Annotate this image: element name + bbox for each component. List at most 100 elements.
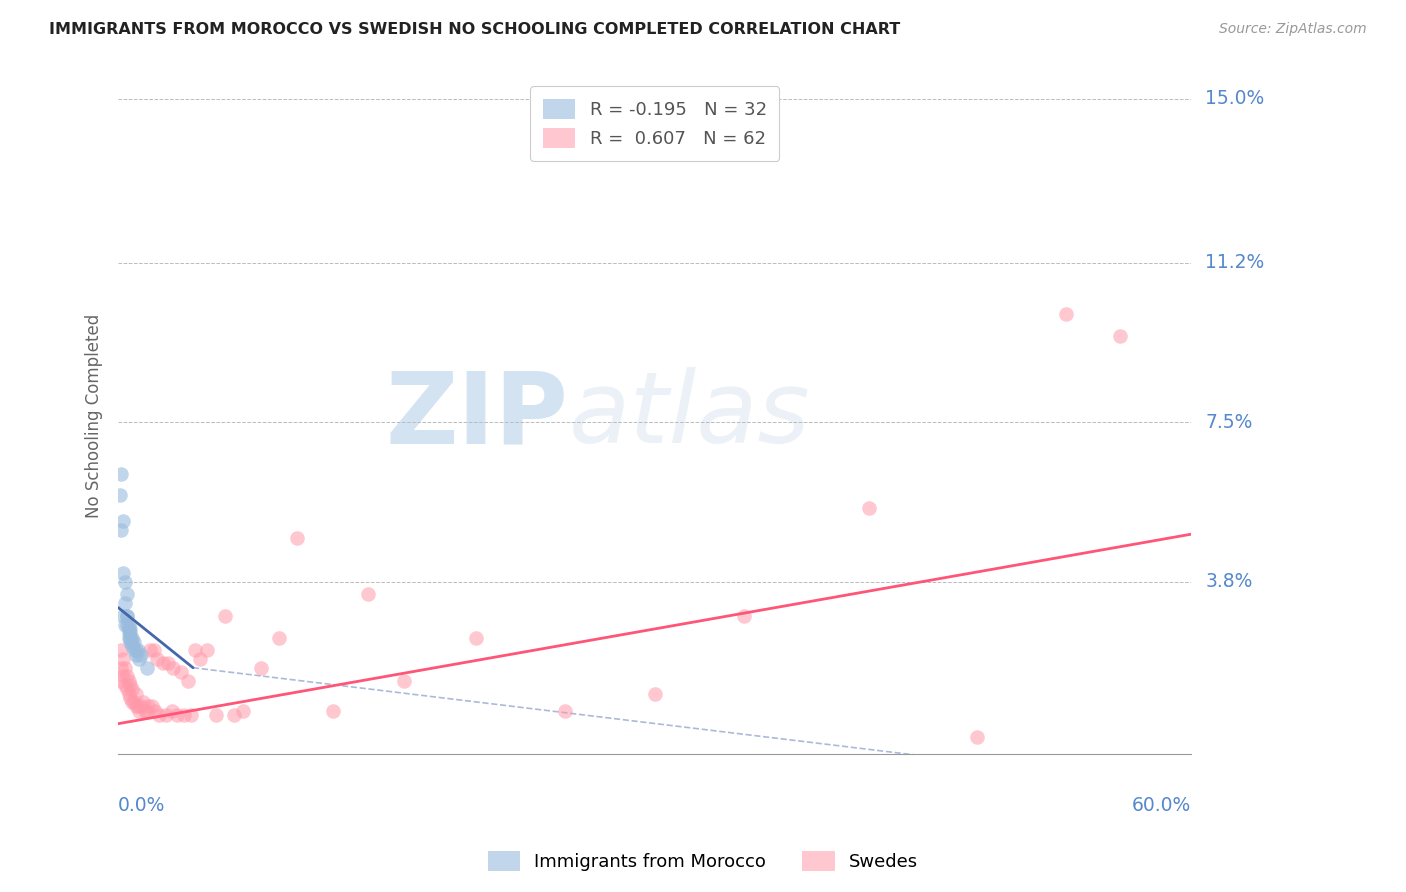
- Point: [120, 631, 142, 645]
- Point: [464, 631, 486, 645]
- Point: [112, 669, 135, 683]
- Point: [120, 678, 142, 692]
- Point: [160, 704, 183, 718]
- Point: [117, 673, 139, 688]
- Point: [112, 514, 135, 528]
- Point: [169, 665, 191, 679]
- Point: [134, 704, 156, 718]
- Point: [122, 635, 145, 649]
- Point: [120, 635, 142, 649]
- Point: [110, 523, 132, 537]
- Point: [156, 657, 179, 671]
- Point: [1108, 329, 1130, 343]
- Point: [117, 687, 139, 701]
- Text: ZIP: ZIP: [385, 368, 569, 464]
- Point: [122, 643, 145, 657]
- Point: [966, 730, 988, 744]
- Point: [554, 704, 576, 718]
- Text: 11.2%: 11.2%: [1205, 253, 1264, 272]
- Point: [135, 661, 157, 675]
- Point: [108, 488, 131, 502]
- Point: [180, 708, 202, 723]
- Point: [110, 467, 132, 481]
- Point: [120, 622, 142, 636]
- Point: [121, 682, 143, 697]
- Point: [195, 643, 218, 657]
- Point: [115, 587, 138, 601]
- Point: [125, 687, 148, 701]
- Point: [114, 661, 136, 675]
- Point: [129, 648, 152, 662]
- Point: [162, 661, 184, 675]
- Point: [115, 682, 138, 697]
- Point: [205, 708, 228, 723]
- Point: [142, 643, 165, 657]
- Point: [121, 631, 143, 645]
- Point: [250, 661, 273, 675]
- Point: [114, 617, 136, 632]
- Point: [644, 687, 666, 701]
- Point: [224, 708, 246, 723]
- Point: [1054, 307, 1077, 321]
- Text: IMMIGRANTS FROM MOROCCO VS SWEDISH NO SCHOOLING COMPLETED CORRELATION CHART: IMMIGRANTS FROM MOROCCO VS SWEDISH NO SC…: [49, 22, 900, 37]
- Text: Source: ZipAtlas.com: Source: ZipAtlas.com: [1219, 22, 1367, 37]
- Point: [214, 609, 236, 624]
- Point: [155, 708, 177, 723]
- Point: [267, 631, 290, 645]
- Point: [114, 596, 136, 610]
- Point: [117, 626, 139, 640]
- Point: [166, 708, 188, 723]
- Point: [110, 643, 132, 657]
- Point: [392, 673, 415, 688]
- Point: [148, 708, 170, 723]
- Point: [188, 652, 211, 666]
- Point: [115, 609, 138, 624]
- Y-axis label: No Schooling Completed: No Schooling Completed: [86, 314, 103, 517]
- Point: [112, 609, 135, 624]
- Legend: Immigrants from Morocco, Swedes: Immigrants from Morocco, Swedes: [481, 844, 925, 879]
- Text: 60.0%: 60.0%: [1132, 796, 1191, 814]
- Point: [146, 652, 169, 666]
- Point: [322, 704, 344, 718]
- Point: [112, 652, 135, 666]
- Text: 15.0%: 15.0%: [1205, 89, 1264, 109]
- Point: [141, 699, 163, 714]
- Point: [120, 690, 142, 705]
- Point: [858, 501, 880, 516]
- Point: [129, 699, 152, 714]
- Point: [122, 695, 145, 709]
- Text: 0.0%: 0.0%: [118, 796, 166, 814]
- Point: [115, 609, 138, 624]
- Point: [121, 695, 143, 709]
- Point: [128, 704, 150, 718]
- Point: [135, 704, 157, 718]
- Point: [139, 643, 162, 657]
- Point: [114, 678, 136, 692]
- Point: [117, 622, 139, 636]
- Point: [733, 609, 755, 624]
- Text: 7.5%: 7.5%: [1205, 413, 1253, 432]
- Point: [115, 617, 138, 632]
- Point: [145, 704, 167, 718]
- Point: [285, 532, 308, 546]
- Point: [184, 643, 207, 657]
- Text: atlas: atlas: [569, 368, 810, 464]
- Point: [232, 704, 254, 718]
- Point: [152, 657, 174, 671]
- Point: [121, 639, 143, 653]
- Point: [127, 643, 149, 657]
- Point: [173, 708, 195, 723]
- Point: [115, 669, 138, 683]
- Point: [108, 673, 131, 688]
- Legend: R = -0.195   N = 32, R =  0.607   N = 62: R = -0.195 N = 32, R = 0.607 N = 62: [530, 87, 779, 161]
- Point: [125, 648, 148, 662]
- Point: [136, 699, 159, 714]
- Point: [125, 643, 148, 657]
- Point: [117, 617, 139, 632]
- Point: [125, 699, 148, 714]
- Point: [120, 626, 142, 640]
- Point: [117, 631, 139, 645]
- Point: [110, 661, 132, 675]
- Point: [127, 699, 149, 714]
- Text: 3.8%: 3.8%: [1205, 572, 1253, 591]
